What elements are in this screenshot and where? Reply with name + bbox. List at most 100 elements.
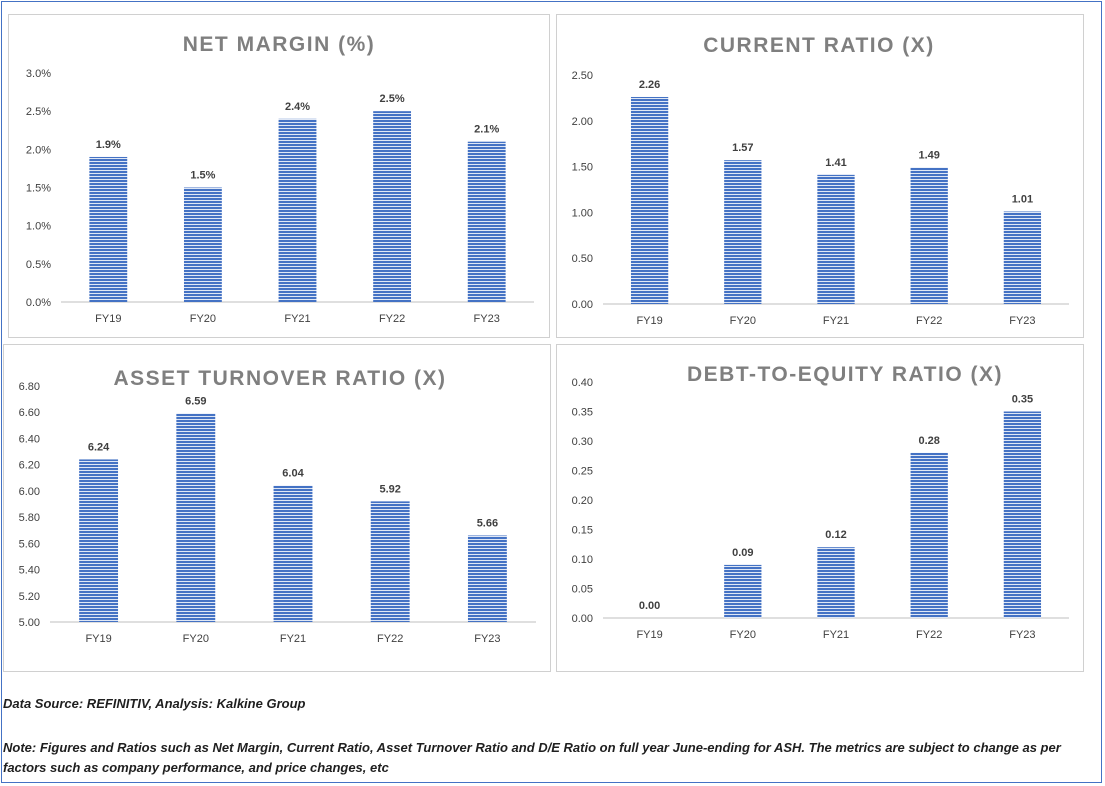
bar-fy20 <box>724 564 762 618</box>
data-label-fy22: 1.49 <box>918 150 939 162</box>
bar-fy21 <box>817 547 855 618</box>
y-tick-label: 0.0% <box>26 297 51 309</box>
bar-fy21 <box>817 174 855 304</box>
y-tick-label: 0.35 <box>572 407 593 419</box>
bar-fy23 <box>467 141 506 302</box>
y-tick-label: 0.40 <box>572 377 593 389</box>
bar-fy22 <box>373 111 412 303</box>
y-tick-label: 0.20 <box>572 495 593 507</box>
x-tick-label-fy20: FY20 <box>730 629 756 641</box>
debt-to-equity-ratio-chart: DEBT-TO-EQUITY RATIO (X) 0.00 0.05 0.10 0.15… <box>556 344 1084 672</box>
x-tick-label-fy20: FY20 <box>190 313 216 325</box>
bar-fy22 <box>910 452 948 618</box>
y-tick-label: 0.50 <box>572 253 593 265</box>
y-tick-label: 0.05 <box>572 584 593 596</box>
y-tick-label: 2.50 <box>572 70 593 82</box>
y-tick-label: 5.40 <box>19 565 40 577</box>
x-tick-label-fy22: FY22 <box>377 633 403 645</box>
disclaimer-note-line-1: Note: Figures and Ratios such as Net Mar… <box>3 740 1061 755</box>
chart-title: DEBT-TO-EQUITY RATIO (X) <box>687 363 1003 386</box>
bar-fy19 <box>630 96 669 304</box>
y-tick-label: 5.20 <box>19 591 40 603</box>
y-tick-label: 5.60 <box>19 538 40 550</box>
y-tick-label: 0.30 <box>572 436 593 448</box>
y-tick-label: 1.5% <box>26 183 51 195</box>
bar-fy21 <box>273 485 313 622</box>
data-label-fy20: 0.09 <box>732 547 753 559</box>
y-tick-label: 5.80 <box>19 512 40 524</box>
y-tick-label: 2.5% <box>26 106 51 118</box>
y-tick-label: 2.0% <box>26 144 51 156</box>
x-tick-label-fy19: FY19 <box>95 313 121 325</box>
y-tick-label: 3.0% <box>26 68 51 80</box>
x-tick-label-fy21: FY21 <box>284 313 310 325</box>
bar-fy23 <box>467 535 507 622</box>
x-tick-label-fy23: FY23 <box>474 633 500 645</box>
bar-fy20 <box>724 160 762 304</box>
data-label-fy22: 5.92 <box>379 483 400 495</box>
y-tick-label: 0.25 <box>572 466 593 478</box>
net-margin-chart: NET MARGIN (%) 0.0% 0.5% 1.0% 1.5% 2.0% 2.5% 3.… <box>8 14 550 338</box>
data-label-fy20: 6.59 <box>185 396 206 408</box>
y-tick-label: 0.15 <box>572 525 593 537</box>
x-tick-label-fy22: FY22 <box>379 313 405 325</box>
x-tick-label-fy23: FY23 <box>1009 629 1035 641</box>
x-tick-label-fy19: FY19 <box>636 629 662 641</box>
x-tick-label-fy20: FY20 <box>183 633 209 645</box>
bar-fy20 <box>176 413 216 622</box>
bar-fy21 <box>278 118 317 302</box>
x-tick-label-fy19: FY19 <box>85 633 111 645</box>
y-tick-label: 0.00 <box>572 299 593 311</box>
chart-svg: CURRENT RATIO (X) 0.00 0.50 1.00 1.50 2.00 2.5… <box>572 34 1069 327</box>
bar-fy22 <box>370 501 410 622</box>
x-tick-label-fy22: FY22 <box>916 629 942 641</box>
bar-fy19 <box>79 459 119 622</box>
y-tick-label: 1.50 <box>572 162 593 174</box>
asset-turnover-ratio-chart: ASSET TURNOVER RATIO (X) 5.00 5.20 5.40 5.60… <box>3 344 551 672</box>
current-ratio-chart: CURRENT RATIO (X) 0.00 0.50 1.00 1.50 2.00 2.5… <box>556 14 1084 338</box>
bar-fy23 <box>1003 211 1042 304</box>
x-tick-label-fy21: FY21 <box>823 629 849 641</box>
data-label-fy21: 1.41 <box>825 157 846 169</box>
y-tick-label: 6.80 <box>19 381 40 393</box>
y-tick-label: 6.60 <box>19 407 40 419</box>
chart-svg: DEBT-TO-EQUITY RATIO (X) 0.00 0.05 0.10 0.15… <box>572 363 1069 641</box>
y-tick-label: 6.00 <box>19 486 40 498</box>
x-tick-label-fy21: FY21 <box>823 315 849 327</box>
data-label-fy19: 0.00 <box>639 600 660 612</box>
chart-svg: NET MARGIN (%) 0.0% 0.5% 1.0% 1.5% 2.0% 2.5% 3.… <box>26 33 534 325</box>
y-tick-label: 5.00 <box>19 617 40 629</box>
y-tick-label: 6.40 <box>19 433 40 445</box>
data-label-fy22: 2.5% <box>380 93 405 105</box>
chart-title: ASSET TURNOVER RATIO (X) <box>113 367 446 390</box>
data-label-fy19: 6.24 <box>88 441 110 453</box>
x-tick-label-fy23: FY23 <box>1009 315 1035 327</box>
data-label-fy23: 2.1% <box>474 124 499 136</box>
x-tick-label-fy21: FY21 <box>280 633 306 645</box>
data-label-fy23: 5.66 <box>477 517 498 529</box>
data-label-fy23: 1.01 <box>1012 193 1033 205</box>
x-tick-label-fy22: FY22 <box>916 315 942 327</box>
x-tick-label-fy20: FY20 <box>730 315 756 327</box>
y-tick-label: 0.00 <box>572 613 593 625</box>
y-tick-label: 0.10 <box>572 554 593 566</box>
bar-fy23 <box>1003 411 1042 618</box>
data-label-fy23: 0.35 <box>1012 394 1033 406</box>
data-label-fy21: 0.12 <box>825 529 846 541</box>
disclaimer-note-line-2: factors such as company performance, and… <box>3 760 389 775</box>
data-label-fy20: 1.5% <box>190 170 215 182</box>
data-source-note: Data Source: REFINITIV, Analysis: Kalkin… <box>3 696 306 711</box>
chart-title: CURRENT RATIO (X) <box>703 34 935 57</box>
data-label-fy21: 6.04 <box>282 468 304 480</box>
x-tick-label-fy23: FY23 <box>474 313 500 325</box>
data-label-fy21: 2.4% <box>285 101 310 113</box>
y-tick-label: 1.00 <box>572 207 593 219</box>
y-tick-label: 2.00 <box>572 116 593 128</box>
data-label-fy19: 1.9% <box>96 139 121 151</box>
data-label-fy20: 1.57 <box>732 142 753 154</box>
chart-svg: ASSET TURNOVER RATIO (X) 5.00 5.20 5.40 5.60… <box>19 367 536 645</box>
data-label-fy19: 2.26 <box>639 79 660 91</box>
chart-title: NET MARGIN (%) <box>183 33 376 56</box>
bar-fy20 <box>183 187 222 302</box>
